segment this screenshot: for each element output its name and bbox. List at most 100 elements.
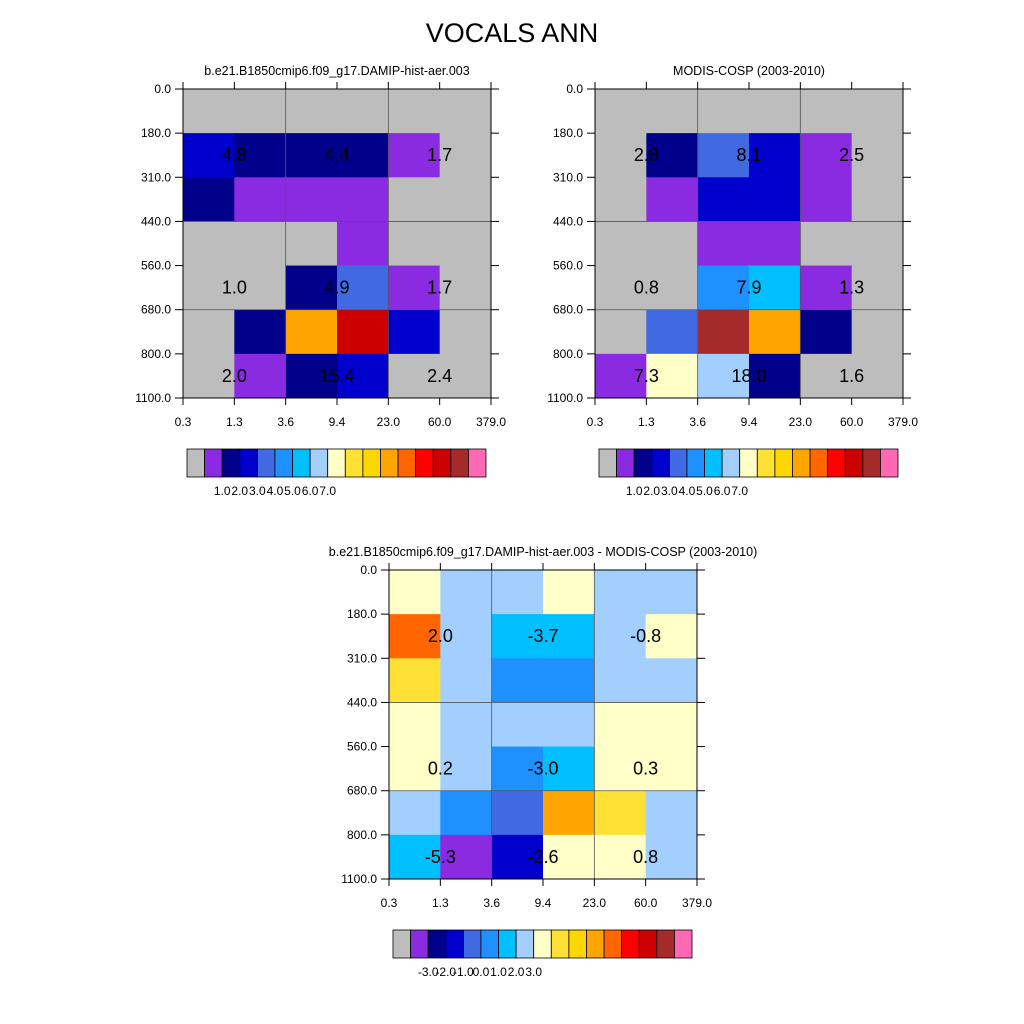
colorbar-label: 0.0	[473, 965, 490, 979]
colorbar-label: -3.0	[418, 965, 439, 979]
heatmap-cell	[851, 309, 904, 355]
heatmap-cell	[646, 221, 699, 267]
heatmap-cell	[440, 658, 493, 703]
x-tick-label: 60.0	[634, 896, 658, 910]
y-tick-label: 310.0	[141, 170, 171, 184]
heatmap-cell	[234, 89, 287, 134]
colorbar-swatch	[256, 448, 276, 478]
colorbar: 1.0 2.0 3.0 4.0 5.0 6.0 7.0	[598, 448, 899, 498]
colorbar-swatch	[468, 448, 487, 478]
x-tick-label: 60.0	[428, 415, 452, 429]
heatmap-cell	[543, 834, 595, 880]
colorbar-swatch	[445, 929, 464, 959]
colorbar-swatch	[432, 448, 452, 478]
heatmap-cell	[594, 570, 647, 615]
colorbar-swatch	[638, 929, 658, 959]
colorbar-swatch	[704, 448, 723, 478]
heatmap-cell	[645, 746, 698, 792]
heatmap-cell	[749, 177, 801, 222]
y-tick-label: 560.0	[553, 259, 583, 273]
colorbar-swatch	[344, 448, 364, 478]
heatmap-cell	[543, 658, 595, 703]
colorbar-label: -1.0	[453, 965, 474, 979]
data-label: 1.7	[427, 145, 452, 165]
heatmap-cell	[183, 133, 235, 178]
colorbar-swatch	[397, 448, 417, 478]
heatmap-cell	[388, 221, 441, 267]
x-tick-label: 9.4	[329, 415, 346, 429]
colorbar-swatch	[274, 448, 293, 478]
x-tick-label: 379.0	[888, 415, 918, 429]
heatmap-cell	[851, 177, 904, 222]
colorbar-swatch	[415, 448, 434, 478]
heatmap-cell	[749, 309, 801, 355]
heatmap-cell	[646, 353, 699, 399]
heatmap-cell	[645, 834, 698, 880]
heatmap-cell	[491, 790, 544, 836]
colorbar-swatch	[603, 929, 623, 959]
colorbar-label: 3.0	[661, 484, 678, 498]
x-tick-label: 23.0	[377, 415, 401, 429]
colorbar-swatch	[292, 448, 311, 478]
heatmap-cell	[749, 133, 801, 178]
data-label: 1.6	[839, 366, 864, 386]
heatmap-cell	[234, 133, 287, 178]
heatmap-cell	[389, 746, 441, 792]
y-tick-label: 680.0	[553, 303, 583, 317]
data-label: -0.8	[630, 626, 661, 646]
heatmap-cell	[337, 309, 389, 355]
y-tick-label: 800.0	[347, 828, 377, 842]
data-label: 0.8	[634, 278, 659, 298]
heatmap-cell	[697, 133, 750, 178]
heatmap-cell	[491, 614, 544, 659]
heatmap-cell	[543, 570, 595, 615]
heatmap-cell	[697, 89, 750, 134]
colorbar-swatch	[462, 929, 482, 959]
y-tick-label: 680.0	[347, 784, 377, 798]
data-label: 2.5	[839, 145, 864, 165]
heatmap-cell	[800, 309, 853, 355]
colorbar-swatch	[598, 448, 617, 478]
heatmap-cell	[800, 353, 853, 399]
colorbar-swatch	[239, 448, 258, 478]
colorbar-swatch	[862, 448, 881, 478]
colorbar-swatch	[668, 448, 688, 478]
heatmap-cell	[645, 658, 698, 703]
heatmap-cell	[439, 309, 492, 355]
heatmap-cell	[389, 570, 441, 615]
colorbar-label: 2.0	[643, 484, 660, 498]
data-label: -5.3	[425, 847, 456, 867]
heatmap-cell	[646, 265, 699, 311]
heatmap-cell	[697, 309, 750, 355]
heatmap-cell	[389, 834, 441, 880]
data-label: 2.4	[427, 366, 452, 386]
heatmap-cell	[543, 702, 595, 748]
heatmap-cell	[646, 177, 699, 222]
colorbar-label: 5.0	[696, 484, 713, 498]
heatmap-cell	[800, 89, 853, 134]
colorbar-swatch	[674, 929, 693, 959]
colorbar-swatch	[533, 929, 552, 959]
heatmap-cell	[594, 702, 647, 748]
colorbar-swatch	[427, 929, 447, 959]
y-tick-label: 800.0	[141, 347, 171, 361]
colorbar-label: 4.0	[267, 484, 284, 498]
colorbar-swatch	[633, 448, 653, 478]
y-tick-label: 440.0	[347, 695, 377, 709]
y-tick-label: 680.0	[141, 303, 171, 317]
colorbar-swatch	[550, 929, 570, 959]
data-label: 0.3	[633, 759, 658, 779]
heatmap-cell	[594, 746, 647, 792]
heatmap-cell	[285, 177, 338, 222]
heatmap-cell	[800, 177, 853, 222]
colorbar-label: 1.0	[490, 965, 507, 979]
data-label: 1.3	[839, 278, 864, 298]
heatmap-cell	[439, 133, 492, 178]
data-label: 1.7	[427, 278, 452, 298]
data-label: 1.0	[222, 278, 247, 298]
y-tick-label: 800.0	[553, 347, 583, 361]
heatmap-cell	[851, 221, 904, 267]
heatmap-cell	[594, 834, 647, 880]
data-label: 4.9	[324, 278, 349, 298]
